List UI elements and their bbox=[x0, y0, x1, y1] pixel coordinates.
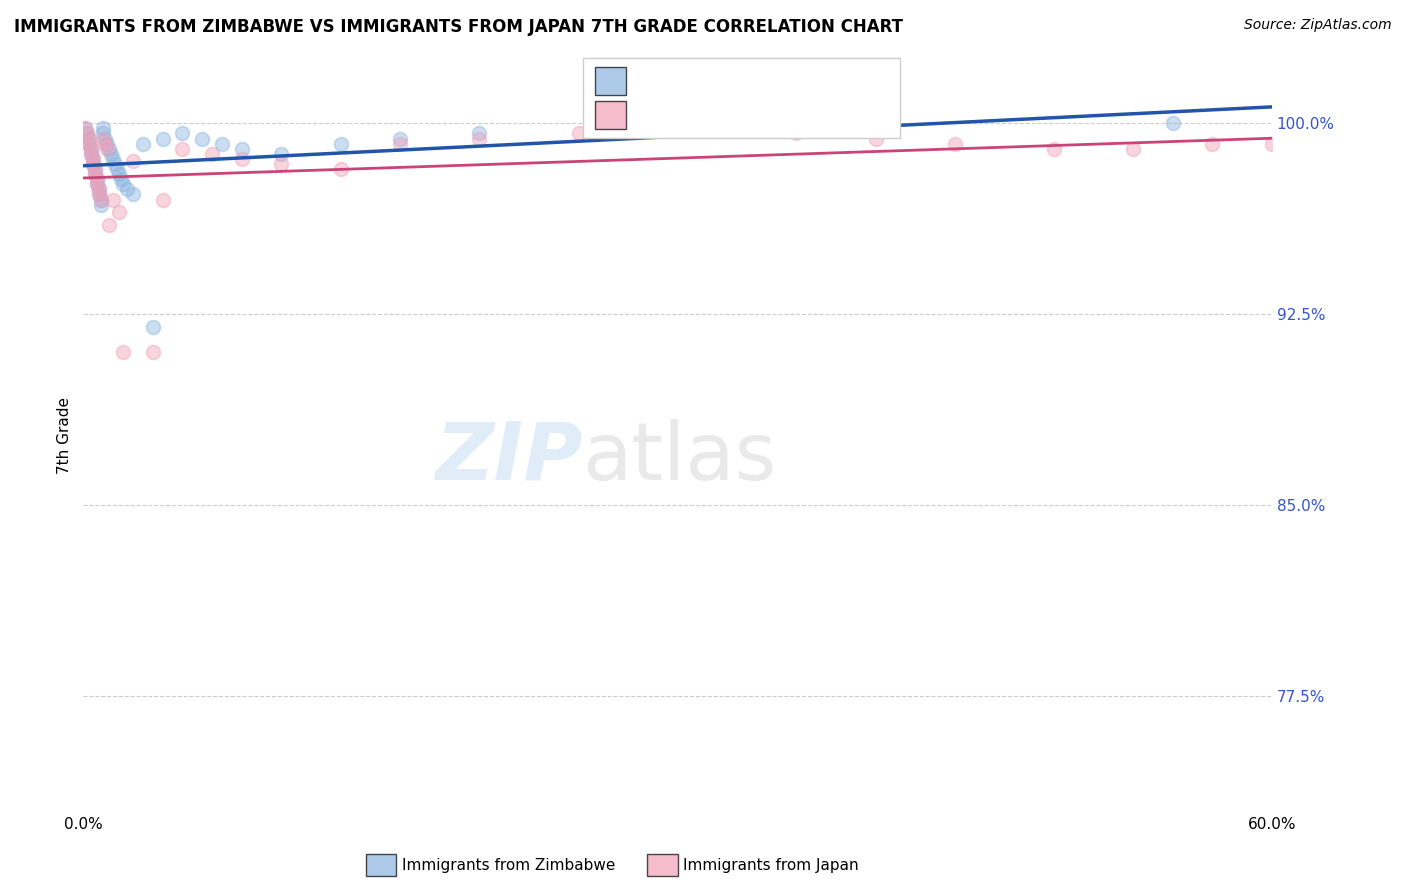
Point bbox=[80, 146, 103, 161]
Point bbox=[82, 157, 104, 171]
Point bbox=[90, 193, 112, 207]
Point bbox=[96, 136, 118, 151]
Text: IMMIGRANTS FROM ZIMBABWE VS IMMIGRANTS FROM JAPAN 7TH GRADE CORRELATION CHART: IMMIGRANTS FROM ZIMBABWE VS IMMIGRANTS F… bbox=[14, 18, 903, 36]
Point bbox=[172, 142, 194, 156]
Point bbox=[865, 131, 887, 145]
Point bbox=[270, 157, 292, 171]
Point bbox=[89, 187, 111, 202]
Point bbox=[82, 152, 104, 166]
Point bbox=[121, 154, 143, 169]
Point bbox=[111, 178, 134, 192]
Point bbox=[132, 136, 155, 151]
Point bbox=[1043, 142, 1066, 156]
Point bbox=[76, 127, 98, 141]
Point bbox=[94, 131, 117, 145]
Point bbox=[82, 152, 104, 166]
Point bbox=[84, 167, 107, 181]
Point bbox=[77, 131, 100, 145]
Point bbox=[1301, 131, 1323, 145]
Point bbox=[94, 136, 117, 151]
Point bbox=[111, 345, 134, 359]
Point bbox=[142, 345, 165, 359]
Point bbox=[84, 167, 107, 181]
Point bbox=[108, 167, 131, 181]
Point bbox=[1379, 127, 1402, 141]
Point bbox=[191, 131, 214, 145]
Point bbox=[706, 121, 728, 136]
Point bbox=[110, 172, 132, 186]
Point bbox=[77, 136, 100, 151]
Point bbox=[91, 127, 114, 141]
Point bbox=[231, 152, 253, 166]
Point bbox=[468, 131, 491, 145]
Point bbox=[389, 131, 412, 145]
Point bbox=[89, 182, 111, 196]
Point bbox=[84, 162, 107, 177]
Point bbox=[91, 131, 114, 145]
Point bbox=[86, 178, 108, 192]
Point bbox=[75, 121, 97, 136]
Point bbox=[89, 182, 111, 196]
Text: Immigrants from Zimbabwe: Immigrants from Zimbabwe bbox=[402, 858, 616, 872]
Point bbox=[86, 172, 108, 186]
Text: atlas: atlas bbox=[582, 418, 778, 497]
Point bbox=[943, 136, 966, 151]
Point bbox=[77, 136, 100, 151]
Point bbox=[389, 136, 412, 151]
Point bbox=[1161, 116, 1184, 130]
Point bbox=[211, 136, 233, 151]
Point bbox=[686, 121, 709, 136]
Point bbox=[152, 193, 174, 207]
Point bbox=[329, 136, 352, 151]
Point bbox=[270, 146, 292, 161]
Point bbox=[785, 127, 807, 141]
Point bbox=[172, 127, 194, 141]
Text: R = 0.059   N = 49: R = 0.059 N = 49 bbox=[637, 105, 821, 123]
Y-axis label: 7th Grade: 7th Grade bbox=[58, 397, 72, 474]
Point bbox=[77, 131, 100, 145]
Point bbox=[89, 187, 111, 202]
Point bbox=[567, 127, 589, 141]
Point bbox=[108, 205, 131, 219]
Text: ZIP: ZIP bbox=[434, 418, 582, 497]
Point bbox=[86, 172, 108, 186]
Text: Source: ZipAtlas.com: Source: ZipAtlas.com bbox=[1244, 18, 1392, 32]
Point bbox=[86, 178, 108, 192]
Point bbox=[84, 162, 107, 177]
Point bbox=[91, 121, 114, 136]
Point bbox=[90, 193, 112, 207]
Point bbox=[231, 142, 253, 156]
Text: R = 0.324   N = 43: R = 0.324 N = 43 bbox=[637, 62, 821, 80]
Point bbox=[104, 157, 127, 171]
Point bbox=[329, 162, 352, 177]
Point bbox=[98, 218, 121, 232]
Point bbox=[90, 197, 112, 211]
Point bbox=[105, 162, 128, 177]
Point bbox=[1122, 142, 1144, 156]
Point bbox=[468, 127, 491, 141]
Point bbox=[1201, 136, 1223, 151]
Point bbox=[1340, 131, 1362, 145]
Text: Immigrants from Japan: Immigrants from Japan bbox=[683, 858, 859, 872]
Point bbox=[80, 146, 103, 161]
Point bbox=[1261, 136, 1284, 151]
Point bbox=[98, 142, 121, 156]
Point bbox=[121, 187, 143, 202]
Point bbox=[101, 193, 124, 207]
Point bbox=[101, 152, 124, 166]
Point bbox=[142, 319, 165, 334]
Point bbox=[115, 182, 138, 196]
Point bbox=[100, 146, 122, 161]
Point bbox=[80, 142, 103, 156]
Point bbox=[82, 157, 104, 171]
Point bbox=[76, 127, 98, 141]
Point bbox=[201, 146, 224, 161]
Point bbox=[96, 142, 118, 156]
Point bbox=[75, 121, 97, 136]
Point bbox=[80, 142, 103, 156]
Point bbox=[152, 131, 174, 145]
